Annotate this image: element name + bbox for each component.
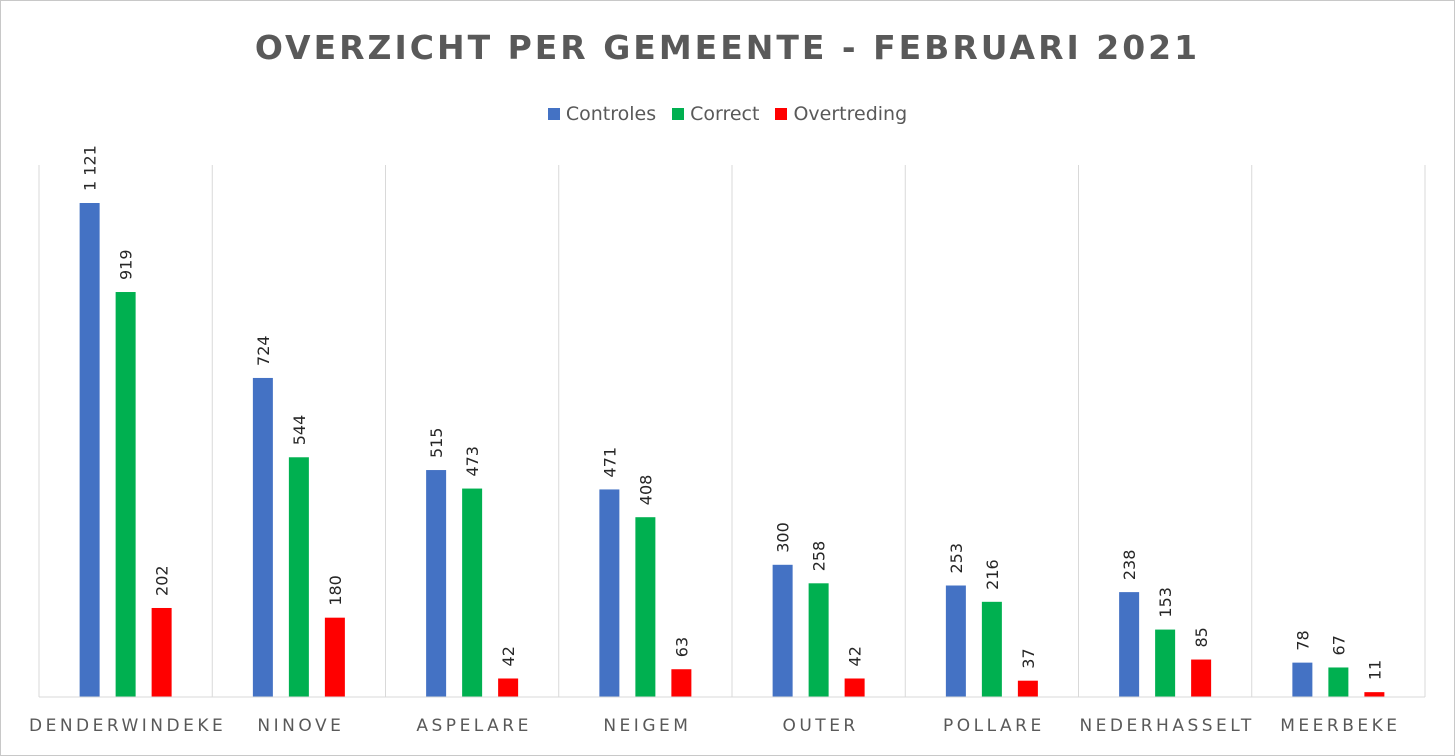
data-label-controles-outer: 300 [774,522,793,553]
bar-controles-meerbeke [1292,662,1313,697]
data-label-correct-aspelare: 473 [463,446,482,477]
bar-overtreding-nederhasselt [1191,659,1212,697]
category-label-ninove: NINOVE [257,716,344,736]
bar-correct-meerbeke [1328,667,1349,697]
bar-overtreding-neigem [671,669,692,697]
data-label-overtreding-outer: 42 [846,646,865,666]
data-label-controles-ninove: 724 [254,335,273,366]
data-label-controles-meerbeke: 78 [1293,630,1312,650]
bar-controles-nederhasselt [1119,592,1140,697]
legend-item-overtreding: Overtreding [775,103,907,125]
category-label-outer: OUTER [782,716,858,736]
data-label-correct-denderwindeke: 919 [117,249,136,280]
data-label-controles-aspelare: 515 [427,428,446,459]
data-label-overtreding-neigem: 63 [672,637,691,657]
category-label-aspelare: ASPELARE [416,716,531,736]
data-label-overtreding-denderwindeke: 202 [153,565,172,596]
category-label-nederhasselt: NEDERHASSELT [1079,716,1254,736]
bar-controles-denderwindeke [79,203,100,697]
bar-correct-ninove [288,457,309,697]
bar-overtreding-aspelare [498,678,519,697]
data-label-correct-outer: 258 [810,541,829,572]
data-label-overtreding-nederhasselt: 85 [1192,627,1211,647]
data-label-correct-nederhasselt: 153 [1156,587,1175,618]
category-label-meerbeke: MEERBEKE [1280,716,1400,736]
data-label-controles-neigem: 471 [600,447,619,478]
legend-item-correct: Correct [672,103,759,125]
bar-controles-pollare [945,585,966,697]
legend-swatch-overtreding [775,108,788,120]
bar-overtreding-denderwindeke [151,607,172,697]
data-label-correct-ninove: 544 [290,415,309,446]
bar-overtreding-meerbeke [1364,692,1385,697]
category-label-pollare: POLLARE [943,716,1045,736]
chart-title: OVERZICHT PER GEMEENTE - FEBRUARI 2021 [254,28,1201,67]
chart-legend: Controles Correct Overtreding [0,103,1455,125]
data-label-overtreding-aspelare: 42 [499,646,518,666]
bar-overtreding-outer [844,678,865,697]
data-label-overtreding-ninove: 180 [326,575,345,606]
data-label-controles-pollare: 253 [947,543,966,574]
legend-label-overtreding: Overtreding [793,103,908,125]
bar-controles-ninove [252,377,273,697]
bar-controles-neigem [599,489,620,697]
legend-swatch-correct [672,108,685,120]
bar-correct-pollare [981,601,1002,697]
data-label-overtreding-pollare: 37 [1019,648,1038,668]
data-label-correct-neigem: 408 [636,475,655,506]
legend-swatch-controles [547,108,560,120]
bar-controles-outer [772,564,793,697]
data-label-correct-pollare: 216 [983,559,1002,590]
category-label-denderwindeke: DENDERWINDEKE [29,716,226,736]
bar-correct-denderwindeke [115,292,136,697]
bar-correct-outer [808,583,829,697]
data-label-overtreding-meerbeke: 11 [1365,660,1384,680]
bar-overtreding-pollare [1017,680,1038,697]
legend-label-correct: Correct [690,103,760,125]
data-label-correct-meerbeke: 67 [1329,635,1348,655]
data-label-controles-nederhasselt: 238 [1120,550,1139,581]
bar-correct-neigem [635,517,656,697]
bar-controles-aspelare [426,470,447,697]
bar-overtreding-ninove [324,617,345,697]
legend-item-controles: Controles [547,103,657,125]
data-label-controles-denderwindeke: 1 121 [81,145,100,191]
bar-correct-aspelare [462,488,483,697]
bar-correct-nederhasselt [1155,629,1176,697]
category-label-neigem: NEIGEM [603,716,691,736]
legend-label-controles: Controles [565,103,657,125]
